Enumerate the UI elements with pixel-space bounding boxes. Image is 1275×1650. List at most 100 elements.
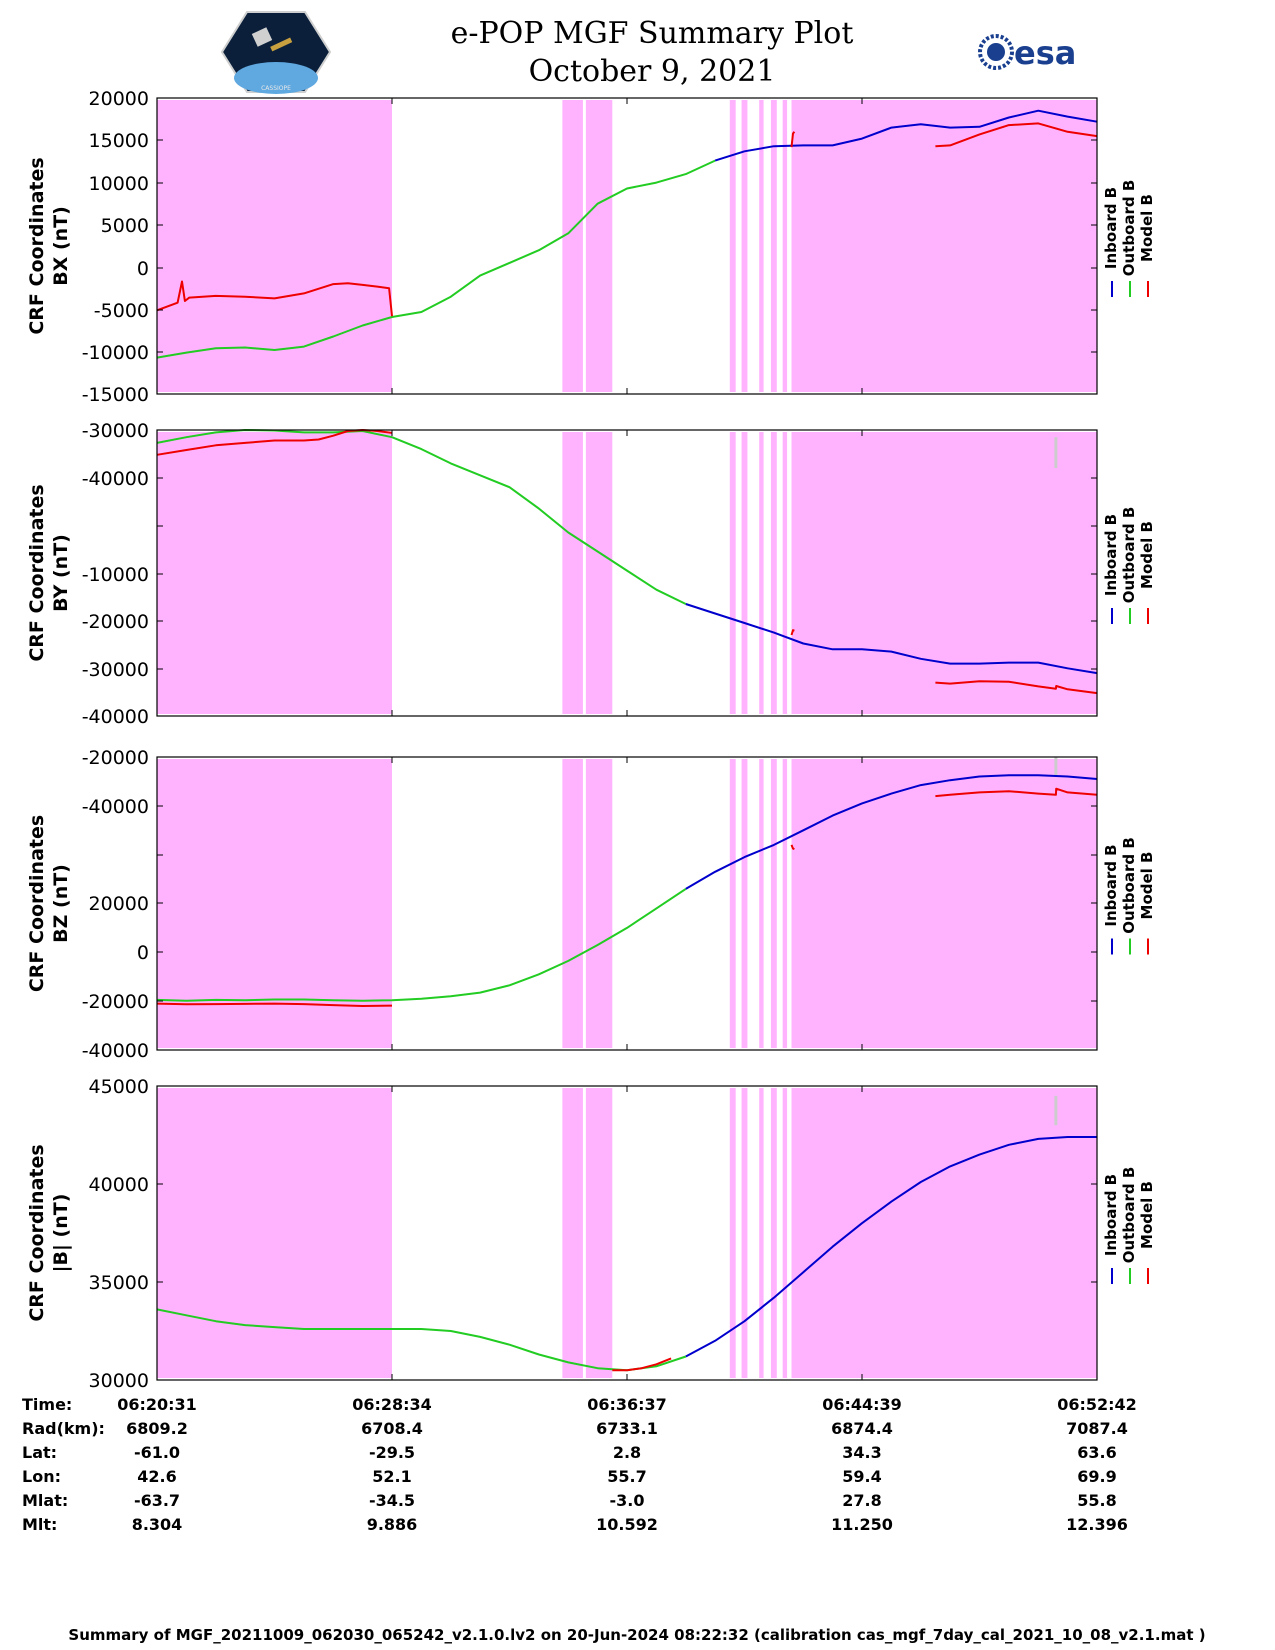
shaded-interval [562, 759, 583, 1048]
y-tick-label: -40000 [82, 706, 149, 728]
ephemeris-value: 27.8 [842, 1491, 881, 1510]
bx-panel: 20000 15000 10000 5000 0 -5000 -10000 -15000 CRF… [26, 88, 1156, 406]
y-tick-label: -5000 [94, 300, 149, 322]
shaded-interval [782, 759, 788, 1048]
series-line-model-b [790, 131, 796, 148]
y-axis-unit-label: BZ (nT) [50, 864, 72, 943]
legend-label: Outboard B [1120, 837, 1138, 934]
ephemeris-value: 6708.4 [361, 1419, 423, 1438]
y-tick-label: -40000 [82, 1040, 149, 1062]
legend-label: Outboard B [1120, 1167, 1138, 1264]
ephemeris-value: 9.886 [367, 1515, 418, 1534]
shaded-interval [741, 100, 748, 392]
series-line-model-b [935, 787, 1098, 798]
figure-title: e-POP MGF Summary Plot [451, 16, 854, 51]
shaded-interval [770, 100, 777, 392]
shaded-interval [782, 432, 788, 714]
y-tick-label: 10000 [89, 173, 149, 195]
data-gap-marker [1054, 757, 1058, 777]
data-gap-marker [1054, 437, 1058, 469]
y-tick-label: 15000 [89, 130, 149, 152]
ephemeris-value: 8.304 [132, 1515, 183, 1534]
shaded-interval [759, 432, 764, 714]
y-axis-label: CRF Coordinates [26, 1144, 48, 1321]
ephemeris-value: 7087.4 [1066, 1419, 1128, 1438]
esa-logo: esa [978, 34, 1076, 72]
shaded-interval [585, 432, 613, 714]
ephemeris-value: 06:28:34 [352, 1395, 432, 1414]
ephemeris-value: -29.5 [369, 1443, 415, 1462]
series-line-inboard-b [685, 603, 1098, 675]
shaded-interval [157, 432, 392, 714]
shaded-interval [585, 759, 613, 1048]
cassiope-logo: CASSIOPE [220, 11, 332, 94]
bmag-panel: 45000 40000 35000 30000 CRF Coordinates |B| (… [26, 1076, 1156, 1392]
ephemeris-value: 06:20:31 [117, 1395, 197, 1414]
y-axis-label: CRF Coordinates [26, 157, 48, 334]
shaded-interval [562, 432, 583, 714]
y-tick-label: 20000 [89, 893, 149, 915]
legend-label: Outboard B [1120, 180, 1138, 277]
legend-label: Model B [1138, 1181, 1156, 1249]
ephemeris-value: -3.0 [610, 1491, 645, 1510]
series-line-inboard-b [685, 774, 1098, 890]
legend-label: Model B [1138, 194, 1156, 262]
y-tick-label: 5000 [101, 215, 149, 237]
ephemeris-value: 55.8 [1077, 1491, 1116, 1510]
ephemeris-row-label: Lat: [22, 1443, 57, 1462]
ephemeris-value: 6733.1 [596, 1419, 658, 1438]
shaded-interval [770, 759, 777, 1048]
shaded-interval [729, 759, 736, 1048]
ephemeris-value: -34.5 [369, 1491, 415, 1510]
shaded-interval [791, 759, 1097, 1048]
y-tick-label: -30000 [82, 659, 149, 681]
shaded-interval [782, 100, 788, 392]
shaded-interval [741, 759, 748, 1048]
series-line-outboard-b [156, 888, 687, 1002]
y-tick-label: -20000 [82, 991, 149, 1013]
shaded-interval [770, 1088, 777, 1378]
ephemeris-value: 10.592 [596, 1515, 658, 1534]
ephemeris-value: -63.7 [134, 1491, 180, 1510]
ephemeris-value: 11.250 [831, 1515, 893, 1534]
shaded-interval [729, 432, 736, 714]
cassiope-logo-text: CASSIOPE [261, 85, 291, 92]
series-line-model-b [612, 1357, 672, 1372]
series-line-model-b [790, 629, 795, 636]
esa-logo-text: esa [1014, 34, 1076, 72]
ephemeris-row-label: Lon: [22, 1467, 61, 1486]
shaded-interval [759, 100, 764, 392]
y-tick-label: 45000 [89, 1076, 149, 1098]
shaded-interval [729, 1088, 736, 1378]
figure-date: October 9, 2021 [529, 54, 776, 89]
legend-label: Model B [1138, 852, 1156, 920]
shaded-interval [782, 1088, 788, 1378]
series-line-inboard-b [714, 109, 1098, 162]
shaded-interval [585, 1088, 613, 1378]
shaded-interval [791, 100, 1097, 392]
shaded-interval [741, 432, 748, 714]
series-line-model-b [935, 122, 1098, 148]
ephemeris-value: 69.9 [1077, 1467, 1116, 1486]
y-tick-label: 0 [137, 258, 149, 280]
y-tick-label: -10000 [82, 342, 149, 364]
shaded-interval [157, 1088, 392, 1378]
shaded-interval [791, 1088, 1097, 1378]
ephemeris-value: 12.396 [1066, 1515, 1128, 1534]
shaded-interval [562, 100, 583, 392]
y-tick-label: -40000 [82, 468, 149, 490]
ephemeris-value: 06:52:42 [1057, 1395, 1137, 1414]
legend-label: Inboard B [1102, 514, 1120, 596]
ephemeris-value: 06:44:39 [822, 1395, 902, 1414]
shaded-interval [585, 100, 613, 392]
y-tick-label: -40000 [82, 796, 149, 818]
y-axis-label: CRF Coordinates [26, 484, 48, 661]
shaded-interval [759, 1088, 764, 1378]
legend-label: Model B [1138, 521, 1156, 589]
series-line-model-b [790, 844, 795, 851]
ephemeris-row-label: Mlt: [22, 1515, 57, 1534]
shaded-interval [770, 432, 777, 714]
ephemeris-value: 63.6 [1077, 1443, 1116, 1462]
data-gap-marker [1054, 1095, 1058, 1126]
